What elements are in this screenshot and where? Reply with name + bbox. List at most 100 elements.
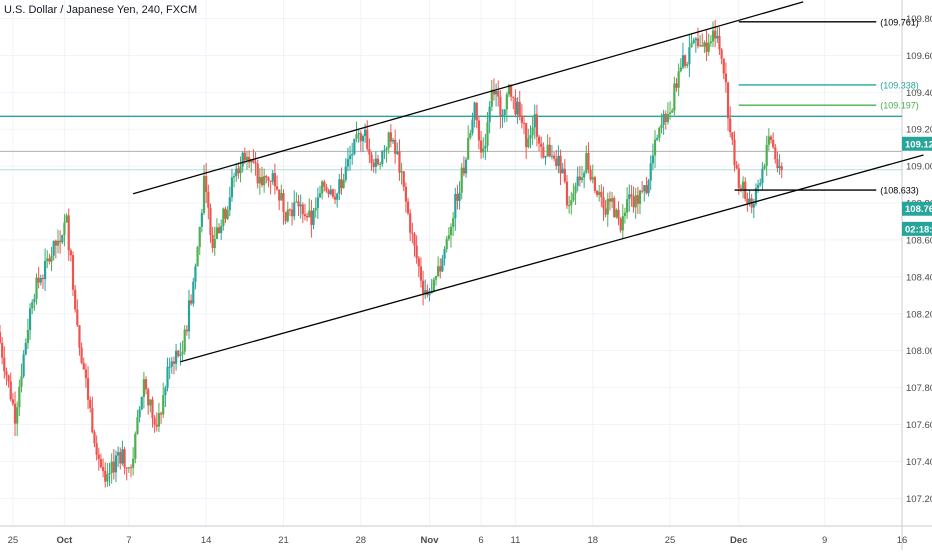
candle-body: [76, 309, 79, 326]
level-label: (108.633): [880, 186, 919, 196]
candle-body: [552, 155, 556, 159]
candle-body: [722, 58, 725, 74]
candle-body: [467, 137, 470, 160]
x-tick-label: 7: [126, 535, 131, 546]
y-tick-label: 107.600: [906, 420, 932, 431]
candle-body: [690, 43, 693, 48]
candle-body: [651, 155, 654, 164]
candle-body: [757, 184, 760, 189]
candle-body: [97, 454, 100, 460]
candle-body: [774, 147, 777, 160]
candle-body: [112, 461, 115, 473]
candle-body: [716, 35, 719, 39]
candle-body: [415, 245, 418, 259]
y-tick-label: 109.400: [906, 88, 932, 99]
candle-body: [778, 166, 781, 169]
candle-body: [226, 210, 229, 219]
candle-body: [271, 173, 274, 182]
candle-body: [11, 399, 14, 404]
current-price-badge-bg: [902, 201, 932, 216]
y-tick-label: 109.800: [906, 14, 932, 25]
candle-body: [681, 55, 685, 68]
candle-body: [383, 150, 386, 152]
x-tick-label: 25: [8, 535, 19, 546]
candle-body: [3, 357, 6, 372]
candle-body: [65, 215, 68, 223]
candle-body: [752, 203, 755, 208]
candle-body: [683, 55, 687, 66]
candle-body: [548, 144, 551, 157]
candle-body: [129, 467, 133, 469]
candle-body: [290, 209, 294, 217]
candle-body: [733, 139, 736, 165]
candle-body: [469, 133, 472, 138]
candle-body: [224, 208, 227, 219]
candle-body: [741, 181, 745, 189]
candle-body: [557, 155, 560, 166]
candle-body: [739, 188, 743, 190]
candle-body: [314, 208, 317, 211]
candle-body: [593, 177, 596, 191]
candle-body: [705, 42, 708, 52]
candle-body: [232, 175, 236, 178]
candle-body: [748, 198, 751, 204]
candle-body: [359, 133, 362, 142]
candle-body: [108, 473, 111, 475]
chart-title: U.S. Dollar / Japanese Yen, 240, FXCM: [4, 4, 198, 16]
candle-body: [645, 185, 648, 194]
candle-body: [464, 159, 468, 174]
candle-body: [235, 168, 238, 176]
candle-body: [125, 467, 128, 469]
candle-body: [147, 389, 150, 406]
candle-body: [729, 118, 732, 133]
candle-body: [342, 179, 345, 189]
candle-body: [514, 97, 517, 115]
candle-body: [632, 196, 635, 208]
candle-body: [677, 71, 680, 88]
candle-body: [196, 247, 199, 267]
candle-body: [462, 167, 465, 174]
candle-body: [598, 191, 601, 195]
candle-body: [80, 347, 83, 363]
candle-body: [86, 378, 90, 400]
candle-body: [157, 413, 161, 427]
candle-body: [402, 171, 405, 187]
candle-body: [355, 134, 358, 139]
candle-body: [658, 127, 661, 138]
candle-body: [406, 201, 410, 214]
candle-body: [93, 432, 96, 444]
candle-body: [84, 369, 88, 379]
candle-body: [720, 49, 723, 59]
candle-body: [563, 168, 566, 182]
candle-body: [772, 139, 775, 148]
candle-body: [288, 209, 292, 211]
candle-body: [391, 139, 395, 142]
countdown-badge-bg: [902, 221, 932, 236]
candle-body: [482, 148, 485, 153]
candle-body: [56, 240, 60, 246]
candle-body: [50, 255, 53, 262]
candle-body: [363, 129, 367, 136]
candle-body: [368, 148, 371, 155]
candle-body: [35, 277, 38, 300]
candle-body: [389, 132, 392, 142]
candle-body: [327, 190, 330, 195]
candle-body: [376, 158, 380, 165]
candle-body: [653, 139, 657, 156]
candle-body: [379, 163, 382, 165]
candle-body: [220, 225, 223, 234]
candle-body: [333, 196, 337, 200]
candle-body: [516, 101, 519, 115]
candle-body: [780, 166, 783, 171]
candle-body: [95, 443, 98, 455]
candle-body: [585, 153, 588, 173]
candle-body: [269, 180, 272, 182]
level-label: (109.761): [880, 17, 919, 27]
candle-body: [486, 122, 489, 146]
candle-body: [503, 109, 506, 116]
candle-body: [421, 280, 425, 294]
candle-body: [99, 459, 103, 468]
candle-body: [591, 177, 594, 180]
candle-body: [357, 133, 360, 135]
